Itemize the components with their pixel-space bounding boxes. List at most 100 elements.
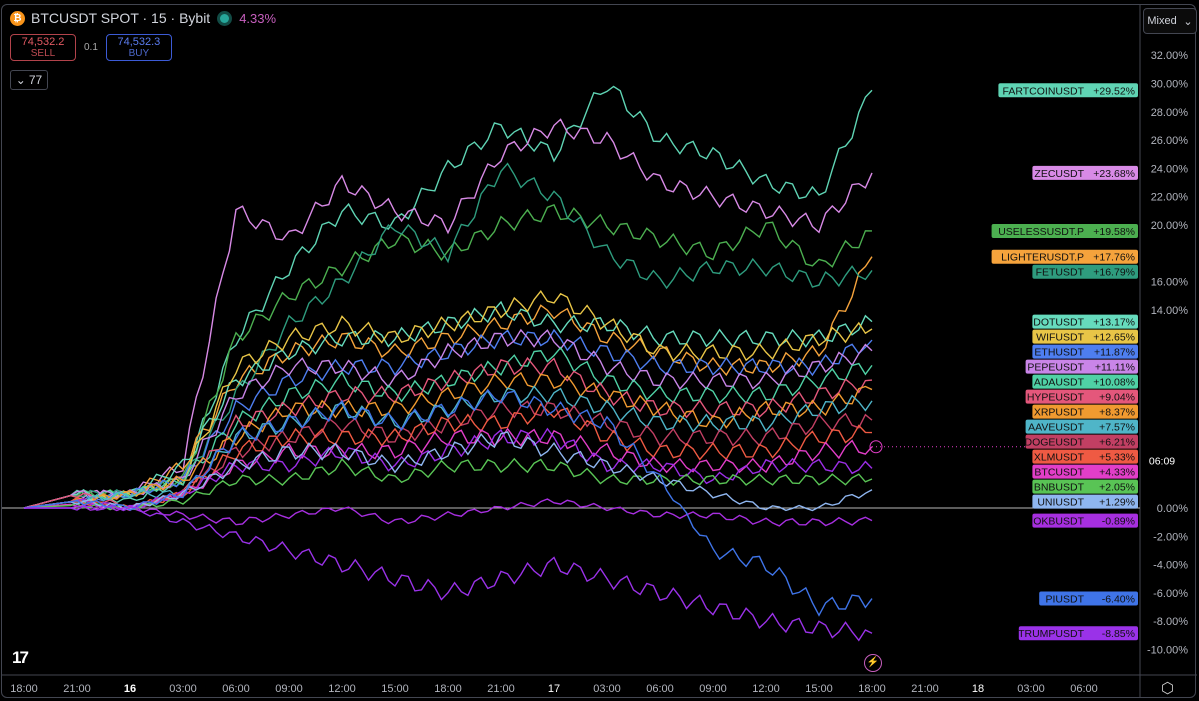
- y-tick-label: 16.00%: [1151, 277, 1189, 289]
- x-tick-label: 03:00: [593, 683, 621, 695]
- indicators-toggle[interactable]: ⌄ 77: [10, 70, 48, 90]
- series-label-bg: [1032, 329, 1138, 344]
- series-value: +19.58%: [1093, 226, 1135, 238]
- series-value: +4.33%: [1099, 467, 1135, 479]
- trade-panel: 74,532.2 SELL 0.1 74,532.3 BUY: [10, 34, 172, 61]
- series-line-trumpusdt: [24, 504, 873, 642]
- x-tick-label: 18: [972, 683, 984, 695]
- series-value: +10.08%: [1093, 377, 1135, 389]
- series-label-bg: [1032, 513, 1138, 528]
- sell-button[interactable]: 74,532.2 SELL: [10, 34, 76, 61]
- series-label-bg: [1032, 314, 1138, 329]
- series-value: +6.21%: [1099, 437, 1135, 449]
- series-name: WIFUSDT: [1036, 332, 1084, 344]
- x-tick-label: 12:00: [328, 683, 356, 695]
- series-label-bg: [1032, 404, 1138, 419]
- series-label-bg: [1032, 264, 1138, 279]
- gear-icon[interactable]: ⬡: [1161, 680, 1175, 697]
- series-value: +16.79%: [1093, 267, 1135, 279]
- symbol-legend: ₿ BTCUSDT SPOT · 15 · Bybit 4.33%: [10, 10, 276, 26]
- series-label-bg: [991, 223, 1138, 238]
- series-value: +17.76%: [1093, 252, 1135, 264]
- series-name: UNIUSDT: [1037, 497, 1084, 509]
- series-line-ethusdt: [23, 328, 873, 509]
- chevron-down-icon: ⌄: [1183, 15, 1193, 28]
- series-value: -8.85%: [1102, 628, 1135, 640]
- symbol-title[interactable]: BTCUSDT SPOT · 15 · Bybit: [31, 10, 211, 26]
- series-label-piusdt: PIUSDT -6.40%: [1039, 591, 1138, 606]
- lightning-icon[interactable]: ⚡: [864, 654, 882, 672]
- tradingview-logo[interactable]: 17: [12, 648, 29, 667]
- series-value: +12.65%: [1093, 332, 1135, 344]
- x-tick-label: 09:00: [275, 683, 303, 695]
- series-line-adausdt: [23, 346, 873, 509]
- y-tick-label: -6.00%: [1153, 588, 1188, 600]
- series-value: +8.37%: [1099, 407, 1135, 419]
- series-label-uselessusdt.p: USELESSUSDT.P +19.58%: [991, 223, 1138, 238]
- x-tick-label: 18:00: [858, 683, 886, 695]
- x-tick-label: 15:00: [381, 683, 409, 695]
- series-value: +11.87%: [1094, 347, 1135, 359]
- series-label-dogeusdt: DOGEUSDT +6.21%: [1024, 434, 1138, 449]
- series-name: ADAUSDT: [1034, 377, 1085, 389]
- series-label-hypeusdt: HYPEUSDT +9.04%: [1025, 389, 1138, 404]
- series-label-bg: [1032, 165, 1138, 180]
- y-tick-label: 30.00%: [1151, 79, 1189, 91]
- series-line-zecusdt: [23, 118, 873, 509]
- series-label-dotusdt: DOTUSDT +13.17%: [1032, 314, 1138, 329]
- x-tick-label: 21:00: [63, 683, 91, 695]
- bitcoin-icon: ₿: [10, 10, 25, 26]
- series-label-btcusdt: BTCUSDT +4.33%: [1032, 464, 1138, 479]
- series-name: PIUSDT: [1045, 594, 1084, 606]
- series-label-okbusdt: OKBUSDT -0.89%: [1032, 513, 1138, 528]
- market-open-dot-icon: [220, 13, 230, 23]
- series-label-trumpusdt: TRUMPUSDT -8.85%: [1018, 626, 1138, 641]
- series-name: FETUSDT: [1036, 267, 1085, 279]
- series-value: +9.04%: [1099, 392, 1135, 404]
- series-label-bg: [1032, 344, 1138, 359]
- series-value: +7.57%: [1099, 422, 1135, 434]
- y-tick-label: -2.00%: [1153, 531, 1188, 543]
- x-tick-label: 06:00: [646, 683, 674, 695]
- series-line-dotusdt: [23, 300, 873, 509]
- change-percent: 4.33%: [239, 10, 277, 26]
- series-value: +5.33%: [1099, 452, 1135, 464]
- series-label-aaveusdt: AAVEUSDT +7.57%: [1025, 419, 1138, 434]
- series-value: +29.52%: [1093, 85, 1135, 97]
- series-label-fetusdt: FETUSDT +16.79%: [1032, 264, 1138, 279]
- y-tick-label: 32.00%: [1151, 50, 1189, 62]
- x-tick-label: 16: [124, 683, 136, 695]
- y-tick-label: 14.00%: [1151, 305, 1189, 317]
- x-tick-label: 03:00: [169, 683, 197, 695]
- series-label-adausdt: ADAUSDT +10.08%: [1032, 374, 1138, 389]
- series-label-bg: [1039, 591, 1138, 606]
- indicator-count: 77: [28, 73, 43, 87]
- x-tick-label: 06:00: [1070, 683, 1098, 695]
- series-label-bg: [1032, 449, 1138, 464]
- series-value: +23.68%: [1093, 168, 1135, 180]
- y-tick-label: -10.00%: [1147, 645, 1188, 657]
- y-tick-label: 20.00%: [1151, 220, 1189, 232]
- series-label-wifusdt: WIFUSDT +12.65%: [1032, 329, 1138, 344]
- x-tick-label: 09:00: [699, 683, 727, 695]
- last-price-marker: [869, 440, 883, 454]
- series-label-bg: [1032, 464, 1138, 479]
- scale-mode-dropdown[interactable]: Mixed ⌄: [1143, 8, 1197, 34]
- series-name: BNBUSDT: [1034, 482, 1085, 494]
- series-line-wifusdt: [23, 290, 873, 509]
- series-value: +11.11%: [1095, 362, 1135, 374]
- series-label-bg: [1025, 419, 1138, 434]
- series-line-xrpusdt: [23, 371, 873, 509]
- buy-button[interactable]: 74,532.3 BUY: [105, 34, 172, 61]
- series-name: OKBUSDT: [1033, 516, 1084, 528]
- series-label-uniusdt: UNIUSDT +1.29%: [1032, 494, 1138, 509]
- sell-price: 74,532.2: [21, 36, 65, 48]
- x-tick-label: 17: [548, 683, 560, 695]
- series-name: HYPEUSDT: [1027, 392, 1085, 404]
- series-name: DOTUSDT: [1033, 317, 1084, 329]
- series-label-lighterusdt.p: LIGHTERUSDT.P +17.76%: [991, 249, 1138, 264]
- buy-price: 74,532.3: [117, 36, 161, 48]
- series-line-lighterusdt.p: [23, 256, 873, 509]
- series-name: FARTCOINUSDT: [1003, 85, 1085, 97]
